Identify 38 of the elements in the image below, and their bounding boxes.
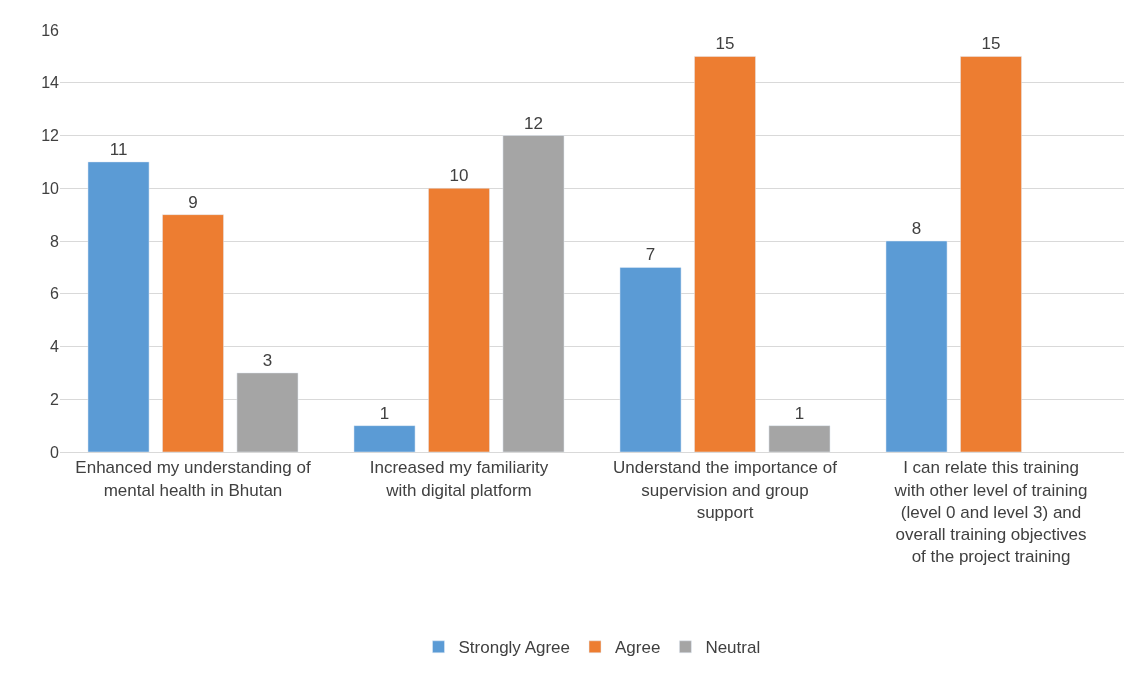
y-tick-label: 14 <box>41 74 60 92</box>
bar <box>162 214 224 452</box>
y-tick-label: 8 <box>50 232 60 250</box>
x-tick-label: I can relate this training with other level of training (level 0 and level 3) and overall training objectives of the project training <box>893 458 1088 566</box>
y-tick-label: 16 <box>41 21 60 39</box>
data-label: 1 <box>379 403 390 423</box>
bar <box>236 372 299 452</box>
data-label: 10 <box>449 166 469 186</box>
bar <box>353 425 416 452</box>
bar <box>619 267 682 452</box>
y-tick-label: 10 <box>41 179 60 197</box>
y-tick-label: 2 <box>50 390 60 408</box>
bar <box>502 135 565 452</box>
x-tick-label: Enhanced my understanding of mental health in Bhutan <box>75 458 311 500</box>
bar <box>768 425 831 452</box>
data-label: 1 <box>794 403 805 423</box>
data-label: 12 <box>524 113 543 133</box>
bar <box>428 188 490 452</box>
bar <box>885 240 948 452</box>
legend-label: Neutral <box>705 638 761 658</box>
bar <box>694 56 756 452</box>
y-tick-label: 0 <box>50 443 60 461</box>
y-tick-label: 4 <box>50 338 60 356</box>
y-tick-label: 12 <box>41 127 60 145</box>
data-label: 15 <box>981 34 1001 54</box>
data-label: 3 <box>262 350 273 370</box>
data-label: 15 <box>715 34 735 54</box>
bar <box>87 161 150 452</box>
x-tick-label: Increased my familiarity with digital platform <box>369 458 549 500</box>
x-tick-label: Understand the importance of supervision and group support <box>613 458 838 522</box>
data-label: 8 <box>911 219 922 238</box>
data-label: 9 <box>188 192 198 212</box>
y-tick-label: 6 <box>50 285 60 303</box>
legend-label: Agree <box>615 638 661 658</box>
legend-label: Strongly Agree <box>458 638 571 658</box>
data-label: 7 <box>645 245 656 265</box>
bar <box>960 56 1022 452</box>
data-label: 11 <box>109 139 128 159</box>
